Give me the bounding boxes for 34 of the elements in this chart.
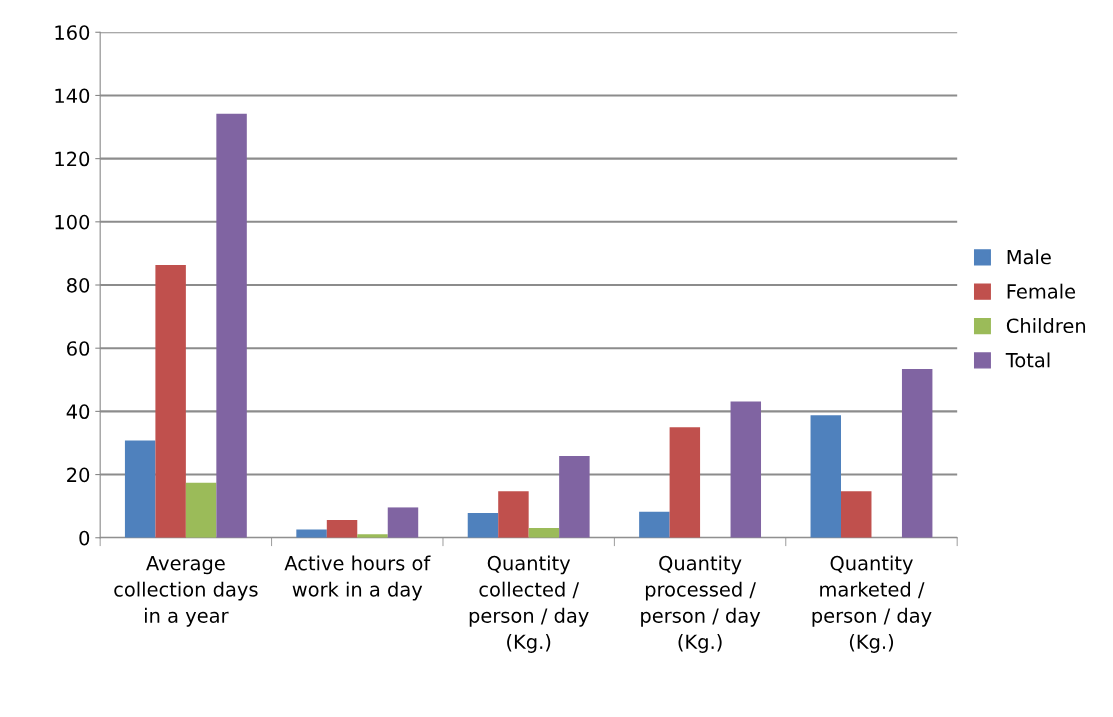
y-tick-label: 0 xyxy=(79,530,90,546)
y-tick-label: 140 xyxy=(55,88,90,104)
bar xyxy=(639,511,670,538)
x-tick-label: Quantity marketed / person / day (Kg.) xyxy=(812,555,932,653)
y-tick-label: 80 xyxy=(67,277,90,293)
bar xyxy=(387,507,419,538)
y-tick-label: 40 xyxy=(66,404,90,420)
y-tick-label: 160 xyxy=(55,25,90,40)
bar xyxy=(155,265,186,538)
y-tick-label: 60 xyxy=(67,341,90,356)
bar xyxy=(326,520,358,538)
x-tick-label: Active hours of work in a day xyxy=(284,555,431,601)
bar xyxy=(467,513,499,538)
x-tick-label: Quantity processed / person / day (Kg.) xyxy=(641,555,761,653)
bar xyxy=(841,491,872,538)
legend-label: Male xyxy=(1007,249,1051,265)
bar xyxy=(669,427,701,538)
legend-label: Children xyxy=(1006,318,1086,334)
legend-label: Total xyxy=(1005,352,1050,368)
bar xyxy=(528,527,560,538)
bar xyxy=(730,401,762,538)
bar xyxy=(810,415,842,538)
y-tick-label: 20 xyxy=(67,467,90,483)
bar xyxy=(901,369,933,538)
bar xyxy=(216,113,247,538)
x-tick-label: Quantity collected / person / day (Kg.) xyxy=(469,555,589,653)
bar xyxy=(559,455,590,538)
bar xyxy=(124,440,156,538)
y-tick-label: 120 xyxy=(55,151,90,167)
y-tick-label: 100 xyxy=(55,214,90,230)
bar xyxy=(185,482,217,538)
legend-label: Female xyxy=(1007,283,1076,299)
x-tick-label: Average collection days in a year xyxy=(114,556,258,627)
bar xyxy=(498,491,529,538)
